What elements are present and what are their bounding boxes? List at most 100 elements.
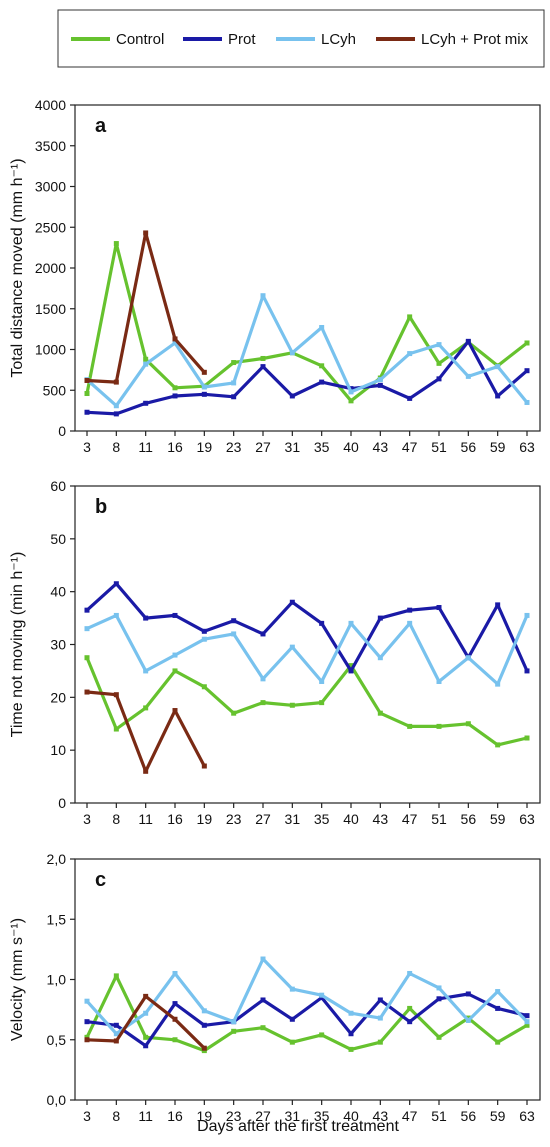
data-point-prot <box>231 618 237 624</box>
legend-label-prot: Prot <box>228 31 256 48</box>
data-point-control <box>84 391 90 397</box>
x-tick-label: 19 <box>197 811 213 827</box>
x-tick-label: 23 <box>226 811 242 827</box>
x-tick-label: 40 <box>343 811 359 827</box>
data-point-prot <box>495 393 501 399</box>
data-point-lcyh <box>377 1015 383 1021</box>
data-point-prot <box>377 997 383 1003</box>
data-point-lcyh <box>172 340 178 346</box>
x-tick-label: 3 <box>83 1108 91 1124</box>
x-tick-label: 27 <box>255 439 271 455</box>
data-point-control <box>436 360 442 366</box>
x-tick-label: 27 <box>255 1108 271 1124</box>
plot-frame <box>74 104 541 432</box>
data-point-lcyh-prot-mix <box>113 1038 119 1044</box>
data-point-prot <box>436 996 442 1002</box>
y-tick-label: 3500 <box>35 138 66 154</box>
x-tick-label: 47 <box>402 1108 418 1124</box>
data-point-lcyh-prot-mix <box>84 689 90 695</box>
data-point-lcyh <box>348 620 354 626</box>
legend-item-lcyh: LCyh <box>276 31 356 48</box>
x-tick-label: 31 <box>285 1108 301 1124</box>
data-point-prot <box>260 364 266 370</box>
y-tick-label: 40 <box>50 584 66 600</box>
data-point-control <box>407 314 413 320</box>
data-point-lcyh <box>524 399 530 405</box>
data-point-lcyh <box>172 970 178 976</box>
data-point-lcyh <box>289 986 295 992</box>
data-point-control <box>260 355 266 361</box>
data-point-lcyh <box>436 342 442 348</box>
data-point-lcyh-prot-mix <box>84 377 90 383</box>
y-tick-label: 0 <box>58 795 66 811</box>
x-tick-label: 47 <box>402 439 418 455</box>
data-point-lcyh <box>260 293 266 299</box>
data-point-lcyh <box>143 361 149 367</box>
data-point-prot <box>524 1013 530 1019</box>
y-tick-label: 50 <box>50 531 66 547</box>
x-tick-label: 56 <box>461 811 477 827</box>
x-tick-label: 35 <box>314 439 330 455</box>
data-point-control <box>84 655 90 661</box>
data-point-prot <box>113 581 119 587</box>
series-line-prot <box>85 582 529 673</box>
data-point-control <box>319 1032 325 1038</box>
data-point-lcyh <box>465 373 471 379</box>
y-tick-label: 0,5 <box>47 1032 67 1048</box>
data-point-prot <box>377 615 383 621</box>
data-point-lcyh <box>143 1010 149 1016</box>
data-point-control <box>143 1034 149 1040</box>
legend-label-control: Control <box>116 31 164 48</box>
y-tick-label: 20 <box>50 689 66 705</box>
y-tick-label: 1,5 <box>47 911 67 927</box>
data-point-lcyh <box>260 676 266 682</box>
series-line-lcyh <box>85 957 529 1036</box>
data-point-prot <box>260 631 266 637</box>
panel-b: b 0 10 20 30 40 50 60 3 8 11 16 19 23 27 31 35 40 43 47 51 56… <box>9 478 541 827</box>
data-point-lcyh <box>260 956 266 962</box>
y-axis-title: Velocity (mm s⁻¹) <box>9 918 26 1041</box>
x-tick-label: 19 <box>197 439 213 455</box>
data-point-lcyh <box>495 364 501 370</box>
data-point-prot <box>260 997 266 1003</box>
x-tick-label: 51 <box>431 811 447 827</box>
data-point-control <box>113 726 119 732</box>
x-tick-label: 16 <box>167 439 183 455</box>
legend-item-control: Control <box>71 31 164 48</box>
data-point-lcyh-prot-mix <box>143 230 149 236</box>
data-point-prot <box>201 628 207 634</box>
data-point-lcyh <box>348 389 354 395</box>
data-point-control <box>436 1034 442 1040</box>
data-point-prot <box>465 338 471 344</box>
x-tick-label: 56 <box>461 439 477 455</box>
data-point-lcyh-prot-mix <box>113 379 119 385</box>
data-point-prot <box>201 1022 207 1028</box>
data-point-lcyh <box>407 351 413 357</box>
data-point-lcyh <box>465 1017 471 1023</box>
data-point-lcyh <box>84 626 90 632</box>
panel-label: c <box>95 869 106 891</box>
x-tick-label: 63 <box>519 439 535 455</box>
data-point-prot <box>436 376 442 382</box>
y-tick-label: 4000 <box>35 97 66 113</box>
data-point-lcyh <box>172 652 178 658</box>
data-point-lcyh-prot-mix <box>172 336 178 342</box>
data-point-prot <box>201 391 207 397</box>
data-point-prot <box>289 393 295 399</box>
x-tick-label: 43 <box>373 1108 389 1124</box>
data-point-prot <box>407 607 413 613</box>
data-point-prot <box>172 612 178 618</box>
data-point-prot <box>319 379 325 385</box>
data-point-lcyh <box>377 655 383 661</box>
data-point-lcyh-prot-mix <box>201 1045 207 1051</box>
x-tick-label: 23 <box>226 439 242 455</box>
data-point-control <box>113 241 119 247</box>
data-point-lcyh <box>201 636 207 642</box>
data-point-lcyh <box>289 644 295 650</box>
data-point-control <box>260 700 266 706</box>
data-point-prot <box>231 394 237 400</box>
data-point-lcyh <box>436 678 442 684</box>
x-axis-title: Days after the first treatment <box>197 1118 399 1135</box>
x-tick-label: 19 <box>197 1108 213 1124</box>
y-tick-label: 10 <box>50 742 66 758</box>
